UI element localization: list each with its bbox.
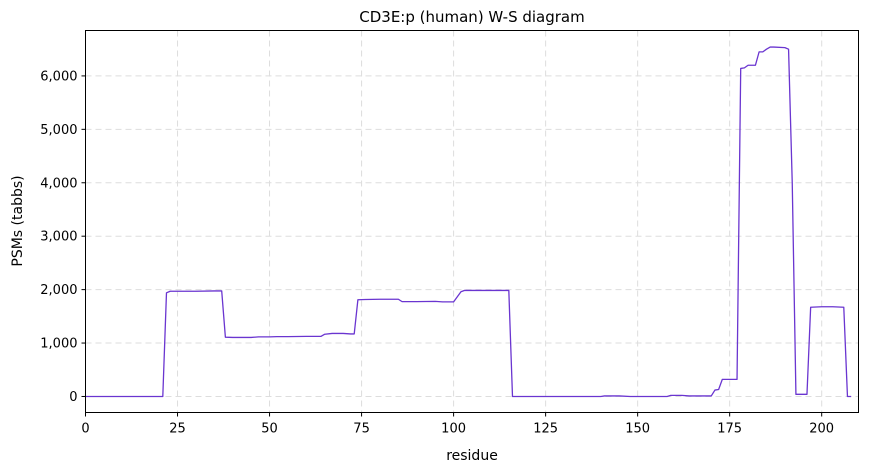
x-tick-label: 100 xyxy=(441,422,466,437)
y-tick-label: 5,000 xyxy=(40,123,77,138)
x-tick-label: 50 xyxy=(261,422,278,437)
y-tick-label: 3,000 xyxy=(40,230,77,245)
y-tick-label: 4,000 xyxy=(40,176,77,191)
x-tick-label: 25 xyxy=(169,422,186,437)
chart-title: CD3E:p (human) W-S diagram xyxy=(359,8,584,26)
x-tick-label: 200 xyxy=(809,422,834,437)
x-tick-label: 0 xyxy=(81,422,89,437)
series-line xyxy=(85,46,852,398)
x-tick-label: 125 xyxy=(533,422,558,437)
x-axis: 0 25 50 75 100 125 150 175 200 xyxy=(81,412,834,437)
y-tick-label: 6,000 xyxy=(40,69,77,84)
y-axis: 0 1,000 2,000 3,000 4,000 5,000 6,000 xyxy=(40,69,86,405)
x-tick-label: 175 xyxy=(717,422,742,437)
grid-lines xyxy=(85,30,859,413)
plot-area xyxy=(85,46,852,398)
y-tick-label: 2,000 xyxy=(40,283,77,298)
y-axis-label: PSMs (tabbs) xyxy=(10,175,26,266)
plot-frame xyxy=(85,30,859,413)
y-tick-label: 1,000 xyxy=(40,337,77,352)
x-tick-label: 150 xyxy=(625,422,650,437)
y-tick-label: 0 xyxy=(69,390,77,405)
x-axis-label: residue xyxy=(446,448,498,464)
x-tick-label: 75 xyxy=(353,422,370,437)
